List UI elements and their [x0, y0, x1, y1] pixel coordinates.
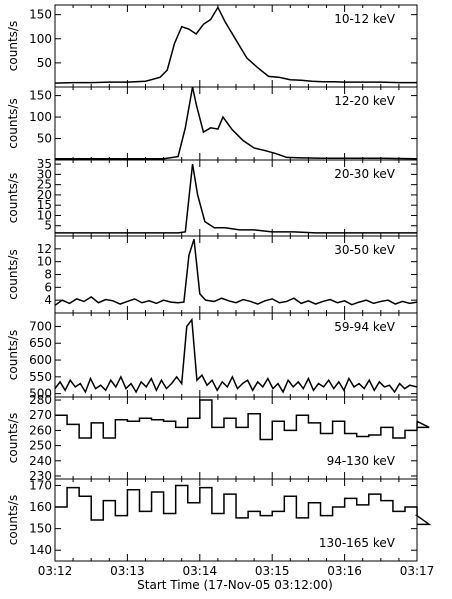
y-tick-label: 160	[29, 500, 52, 514]
y-tick-label: 150	[29, 522, 52, 536]
y-tick-label: 270	[29, 408, 52, 422]
y-tick-label: 10	[37, 255, 52, 269]
y-tick-label: 12	[37, 242, 52, 256]
series-line	[54, 317, 418, 394]
y-tick-label: 600	[29, 353, 52, 367]
panels-group: 50 100 150 counts/s 10-12 keV 50 100 150 counts/…	[6, 4, 432, 562]
x-tick-label: 03:16	[327, 564, 362, 578]
panel-2: 50 100 150 counts/s 12-20 keV	[6, 86, 418, 161]
energy-band-label: 30-50 keV	[334, 243, 396, 257]
series-line	[55, 86, 418, 160]
y-tick-label: 4	[44, 293, 52, 307]
y-tick-label: 15	[37, 198, 52, 212]
energy-band-label: 94-130 keV	[327, 454, 396, 468]
panel-5: 500 550 600 650 700 counts/s 59-94 keV	[6, 312, 418, 401]
series-line	[55, 399, 430, 441]
x-tick-label: 03:13	[110, 564, 145, 578]
x-axis-title: Start Time (17-Nov-05 03:12:00)	[137, 578, 333, 592]
y-tick-label: 50	[37, 132, 52, 146]
x-tick-label: 03:14	[183, 564, 218, 578]
energy-band-label: 59-94 keV	[334, 320, 396, 334]
series-line	[55, 484, 432, 526]
x-tick-label: 03:17	[400, 564, 435, 578]
energy-band-label: 20-30 keV	[334, 167, 396, 181]
y-tick-label: 35	[37, 157, 52, 171]
y-axis-label: counts/s	[6, 21, 20, 71]
y-axis-label: counts/s	[6, 173, 20, 223]
y-tick-label: 150	[29, 8, 52, 22]
y-tick-label: 6	[44, 280, 52, 294]
y-tick-label: 170	[29, 478, 52, 492]
panel-7: 140 150 160 170 counts/s 130-165 keV	[6, 478, 432, 562]
y-axis-label: counts/s	[6, 413, 20, 463]
y-tick-label: 280	[29, 393, 52, 407]
y-tick-label: 550	[29, 370, 52, 384]
x-axis: 03:12 03:13 03:14 03:15 03:16 03:17	[38, 564, 435, 578]
x-tick-label: 03:12	[38, 564, 73, 578]
y-tick-label: 10	[37, 208, 52, 222]
y-tick-label: 8	[44, 268, 52, 282]
y-tick-label: 30	[37, 167, 52, 181]
y-tick-label: 100	[29, 110, 52, 124]
y-axis-label: counts/s	[6, 249, 20, 299]
y-tick-label: 50	[37, 56, 52, 70]
y-tick-label: 140	[29, 543, 52, 557]
y-tick-label: 500	[29, 387, 52, 401]
y-axis-label: counts/s	[6, 495, 20, 545]
energy-band-label: 10-12 keV	[334, 12, 396, 26]
y-tick-label: 5	[44, 219, 52, 233]
y-tick-label: 240	[29, 454, 52, 468]
energy-band-label: 130-165 keV	[319, 536, 396, 550]
panel-1: 50 100 150 counts/s 10-12 keV	[6, 4, 418, 88]
y-tick-label: 25	[37, 178, 52, 192]
y-tick-label: 100	[29, 32, 52, 46]
y-tick-label: 650	[29, 336, 52, 350]
y-tick-label: 250	[29, 439, 52, 453]
energy-band-label: 12-20 keV	[334, 94, 396, 108]
series-line	[54, 238, 418, 306]
y-axis-label: counts/s	[6, 98, 20, 148]
y-tick-label: 150	[29, 89, 52, 103]
x-tick-label: 03:15	[255, 564, 290, 578]
y-tick-label: 230	[29, 469, 52, 483]
series-line	[55, 163, 417, 234]
y-axis-label: counts/s	[6, 330, 20, 380]
y-tick-label: 260	[29, 423, 52, 437]
y-tick-label: 20	[37, 188, 52, 202]
y-tick-label: 700	[29, 319, 52, 333]
series-line	[54, 5, 417, 84]
